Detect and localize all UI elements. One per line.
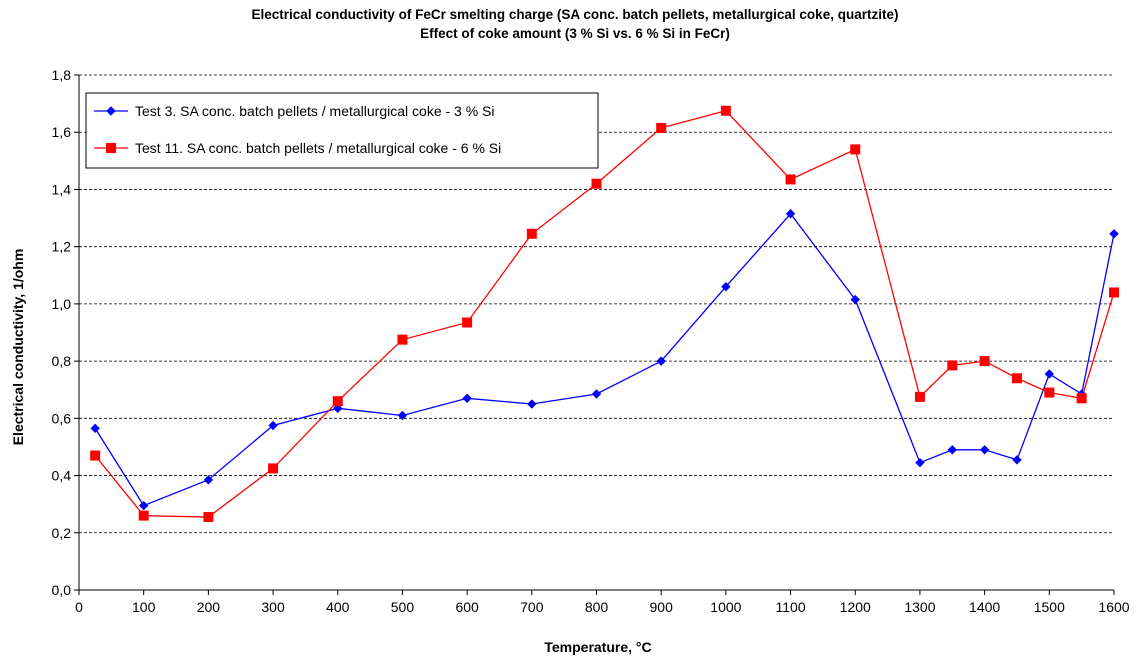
y-tick-label: 0,2	[52, 525, 72, 541]
grid-lines	[79, 74, 1114, 534]
data-point	[203, 475, 214, 485]
data-point	[656, 122, 667, 133]
y-tick-label: 0,6	[52, 410, 72, 426]
x-tick-label: 400	[326, 599, 350, 615]
data-point	[90, 450, 101, 461]
data-point	[462, 393, 472, 404]
data-point	[397, 410, 408, 421]
y-axis-title: Electrical conductivity, 1/ohm	[10, 249, 26, 446]
data-point	[850, 294, 860, 305]
legend-marker	[106, 143, 116, 153]
data-point	[138, 500, 149, 511]
y-tick-label: 1,8	[52, 67, 72, 83]
series-2	[90, 105, 1119, 523]
data-point	[90, 423, 100, 434]
x-tick-label: 600	[455, 599, 479, 615]
x-tick-label: 1500	[1034, 599, 1065, 615]
axes	[74, 74, 1115, 595]
data-point	[947, 360, 958, 371]
data-point	[527, 399, 537, 409]
y-tick-label: 0,8	[52, 353, 72, 369]
data-point	[850, 144, 861, 155]
data-point	[720, 105, 731, 116]
x-tick-label: 100	[132, 599, 156, 615]
data-point	[656, 356, 666, 366]
data-point	[1012, 455, 1022, 465]
series	[90, 105, 1119, 523]
data-point	[138, 510, 149, 521]
tick-labels: 0,0 0,2 0,4 0,6 0,8 1,0 1,2 1,4 1,6 1,8 0 100 200 300…	[52, 67, 1130, 615]
data-point	[333, 403, 343, 414]
data-point	[979, 445, 990, 455]
x-tick-label: 200	[197, 599, 221, 615]
data-point	[591, 178, 602, 189]
x-tick-label: 1000	[710, 599, 741, 615]
y-tick-label: 0,0	[52, 582, 72, 598]
x-tick-label: 1100	[776, 599, 806, 615]
data-point	[526, 228, 537, 239]
y-tick-label: 1,2	[52, 239, 72, 255]
data-point	[591, 389, 602, 399]
series-line	[94, 110, 1115, 518]
x-tick-label: 1200	[840, 599, 871, 615]
data-point	[1011, 373, 1022, 384]
data-point	[1044, 369, 1055, 379]
y-tick-label: 0,4	[52, 468, 72, 484]
x-tick-label: 900	[650, 599, 674, 615]
data-point	[462, 317, 473, 328]
series-1	[90, 209, 1119, 511]
legend-box	[85, 92, 599, 169]
x-tick-label: 500	[391, 599, 415, 615]
legend-marker	[106, 106, 116, 116]
data-point	[397, 334, 408, 345]
data-point	[268, 463, 279, 474]
data-point	[1076, 393, 1087, 404]
data-point	[914, 391, 925, 402]
data-point	[268, 420, 278, 431]
x-tick-label: 300	[261, 599, 285, 615]
y-tick-label: 1,4	[52, 181, 72, 197]
data-point	[721, 282, 731, 292]
x-tick-label: 0	[75, 599, 83, 615]
x-axis-title: Temperature, °C	[544, 639, 651, 655]
y-tick-label: 1,6	[52, 124, 72, 140]
x-tick-label: 1400	[969, 599, 1000, 615]
series-line	[94, 212, 1115, 507]
x-tick-label: 1300	[904, 599, 935, 615]
y-tick-label: 1,0	[52, 296, 72, 312]
data-point	[915, 457, 925, 468]
x-tick-label: 700	[520, 599, 544, 615]
data-point	[1109, 287, 1119, 298]
x-tick-label: 1600	[1098, 599, 1129, 615]
data-point	[785, 209, 796, 219]
data-point	[1044, 387, 1055, 398]
legend-label: Test 3. SA conc. batch pellets / metallu…	[135, 103, 495, 119]
data-point	[1109, 229, 1119, 239]
legend-label: Test 11. SA conc. batch pellets / metall…	[135, 140, 501, 156]
chart-title: Electrical conductivity of FeCr smelting…	[252, 7, 899, 22]
data-point	[785, 174, 796, 185]
x-tick-label: 800	[585, 599, 609, 615]
legend: Test 3. SA conc. batch pellets / metallu…	[85, 92, 599, 169]
data-point	[979, 356, 990, 367]
chart-subtitle: Effect of coke amount (3 % Si vs. 6 % Si…	[420, 26, 730, 41]
data-point	[947, 445, 957, 455]
data-point	[203, 512, 214, 523]
data-point	[332, 396, 343, 407]
